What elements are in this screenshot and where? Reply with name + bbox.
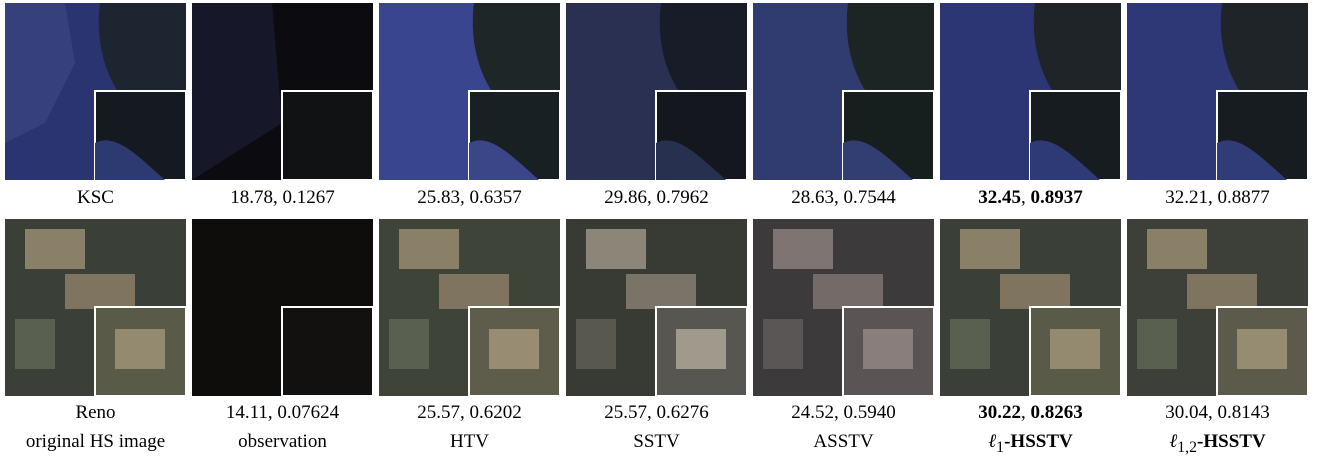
method-label-sstv: SSTV bbox=[633, 431, 680, 452]
method-label-asstv: ASSTV bbox=[813, 431, 874, 452]
ksc-htv-image bbox=[379, 3, 560, 180]
ksc-l12-hsstv-metrics: 32.21, 0.8877 bbox=[1165, 187, 1270, 208]
ksc-original-image bbox=[5, 3, 186, 180]
ksc-asstv-metrics: 28.63, 0.7544 bbox=[791, 187, 896, 208]
method-label-observation: observation bbox=[238, 431, 327, 452]
ksc-observation-metrics: 18.78, 0.1267 bbox=[230, 187, 335, 208]
reno-htv-metrics: 25.57, 0.6202 bbox=[417, 402, 522, 423]
ksc-asstv-image bbox=[753, 3, 934, 180]
reno-asstv-metrics: 24.52, 0.5940 bbox=[791, 402, 896, 423]
reno-htv-image bbox=[379, 219, 560, 396]
row2-label: Reno bbox=[75, 402, 116, 423]
ksc-l1-hsstv-metrics: 32.45, 0.8937 bbox=[978, 187, 1083, 208]
ksc-observation-image bbox=[192, 3, 373, 180]
reno-original-image bbox=[5, 219, 186, 396]
ksc-htv-metrics: 25.83, 0.6357 bbox=[417, 187, 522, 208]
ksc-sstv-image bbox=[566, 3, 747, 180]
ksc-sstv-metrics: 29.86, 0.7962 bbox=[604, 187, 709, 208]
method-label-htv: HTV bbox=[449, 431, 490, 452]
ksc-l12-hsstv-image bbox=[1127, 3, 1308, 180]
reno-l12-hsstv-image bbox=[1127, 219, 1308, 396]
reno-l12-hsstv-metrics: 30.04, 0.8143 bbox=[1165, 402, 1270, 423]
reno-observation-metrics: 14.11, 0.07624 bbox=[225, 402, 340, 423]
ksc-l1-hsstv-image bbox=[940, 3, 1121, 180]
reno-sstv-image bbox=[566, 219, 747, 396]
method-label-l12-hsstv: ℓ1,2-HSSTV bbox=[1169, 431, 1266, 456]
row1-label: KSC bbox=[77, 187, 114, 208]
reno-sstv-metrics: 25.57, 0.6276 bbox=[604, 402, 709, 423]
reno-asstv-image bbox=[753, 219, 934, 396]
method-label-original: original HS image bbox=[25, 431, 166, 452]
reno-l1-hsstv-image bbox=[940, 219, 1121, 396]
reno-l1-hsstv-metrics: 30.22, 0.8263 bbox=[978, 402, 1083, 423]
reno-observation-image bbox=[192, 219, 373, 396]
method-label-l1-hsstv: ℓ1-HSSTV bbox=[988, 431, 1073, 456]
